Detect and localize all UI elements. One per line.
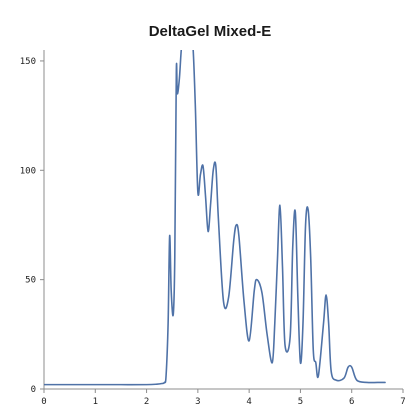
x-tick-label: 1 — [93, 397, 98, 407]
axis-ticks: 0 1 2 3 4 5 6 7 0 50 100 150 — [20, 57, 406, 407]
plot-area — [44, 50, 386, 386]
x-tick-label: 6 — [349, 397, 354, 407]
x-tick-label: 0 — [41, 397, 46, 407]
x-tick-label: 5 — [298, 397, 303, 407]
x-tick-label: 3 — [195, 397, 200, 407]
y-tick-label: 100 — [20, 166, 36, 176]
y-tick-label: 50 — [25, 276, 36, 286]
x-tick-label: 7 — [400, 397, 405, 407]
x-tick-label: 4 — [246, 397, 251, 407]
chart-title: DeltaGel Mixed-E — [149, 23, 272, 40]
y-tick-label: 0 — [31, 385, 36, 395]
y-tick-label: 150 — [20, 57, 36, 67]
x-tick-label: 2 — [144, 397, 149, 407]
series-line-0 — [44, 50, 386, 386]
